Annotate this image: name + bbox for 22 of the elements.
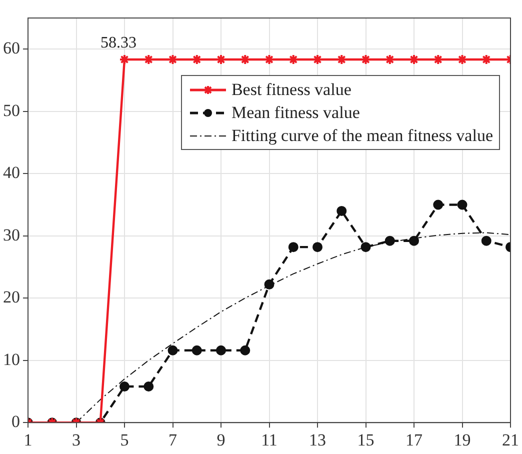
legend-label: Best fitness value bbox=[231, 79, 352, 101]
y-tick-label: 40 bbox=[3, 163, 20, 182]
y-tick-label: 10 bbox=[3, 350, 20, 369]
y-tick-label: 20 bbox=[3, 288, 20, 307]
x-tick-label: 1 bbox=[24, 430, 32, 450]
legend-label: Mean fitness value bbox=[231, 102, 360, 124]
y-tick-label: 60 bbox=[3, 38, 20, 58]
x-tick-label: 9 bbox=[216, 430, 226, 450]
y-tick-label: 30 bbox=[3, 225, 20, 244]
legend-label: Fitting curve of the mean fitness value bbox=[231, 125, 493, 147]
x-tick-label: 5 bbox=[120, 430, 129, 450]
x-tick-label: 11 bbox=[261, 430, 278, 450]
x-tick-label: 19 bbox=[454, 430, 471, 450]
x-tick-label: 3 bbox=[72, 430, 80, 450]
y-tick-label: 0 bbox=[12, 412, 20, 432]
x-tick-label: 7 bbox=[168, 430, 178, 450]
x-tick-label: 21 bbox=[502, 430, 519, 450]
annotation: 58.33 bbox=[100, 34, 136, 52]
x-tick-label: 13 bbox=[309, 430, 326, 450]
x-tick-label: 15 bbox=[357, 430, 374, 450]
x-tick-label: 17 bbox=[406, 430, 423, 450]
y-tick-label: 50 bbox=[3, 100, 20, 120]
